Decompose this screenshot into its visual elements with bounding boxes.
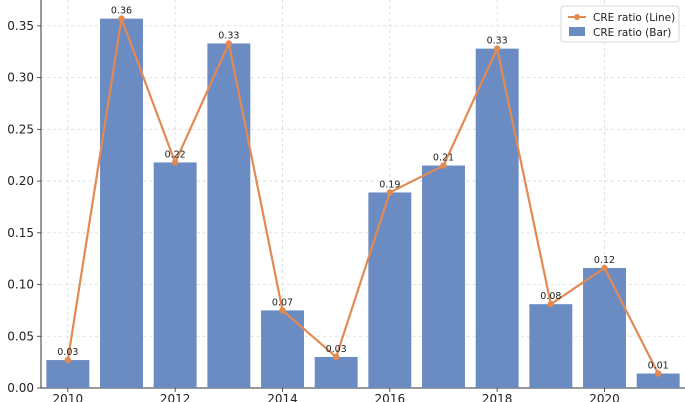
bar	[636, 373, 680, 388]
data-label: 0.08	[540, 291, 561, 302]
line-point	[64, 356, 72, 364]
line-point	[171, 159, 179, 166]
data-label: 0.33	[487, 36, 508, 47]
y-tick-label: 0.25	[7, 122, 34, 136]
axes	[37, 0, 685, 392]
data-label: 0.07	[272, 297, 293, 308]
bar	[100, 18, 143, 389]
bar	[314, 356, 358, 388]
data-label: 0.03	[57, 347, 78, 358]
line-series	[64, 15, 662, 377]
series-line	[66, 17, 660, 375]
bar-series	[46, 18, 680, 389]
data-label: 0.33	[218, 30, 239, 41]
bar	[529, 304, 573, 388]
bar	[46, 360, 90, 388]
line-point	[547, 300, 555, 308]
data-label: 0.12	[594, 255, 615, 266]
x-tick-label: 2018	[482, 392, 513, 402]
data-labels: 0.03 0.36 0.22 0.33 0.07 0.03 0.19 0.21 0.33 0.08…	[57, 6, 668, 372]
bar	[207, 43, 251, 389]
x-tick-label: 2010	[53, 392, 84, 402]
y-tick-label: 0.00	[7, 381, 34, 395]
x-tick-label: 2020	[589, 392, 620, 402]
legend-line-marker	[574, 14, 580, 20]
data-label: 0.21	[433, 153, 454, 164]
y-tick-label: 0.05	[7, 329, 34, 343]
x-tick-label: 2012	[160, 392, 191, 402]
data-label: 0.22	[165, 149, 186, 160]
line-point	[118, 15, 125, 22]
data-label: 0.19	[379, 179, 400, 190]
bar	[422, 165, 465, 388]
line-point	[654, 370, 662, 377]
y-tick-label: 0.10	[7, 278, 34, 292]
legend-box	[560, 5, 680, 43]
legend-bar-swatch	[569, 27, 585, 36]
line-point	[225, 40, 233, 47]
x-tick-label: 2016	[375, 392, 406, 402]
line-point	[386, 189, 394, 196]
y-tick-label: 0.35	[7, 19, 34, 33]
bar	[153, 162, 197, 388]
data-label: 0.03	[326, 344, 347, 355]
legend-label: CRE ratio (Line)	[593, 12, 675, 24]
tick-labels: 0.00 0.05 0.10 0.15 0.20 0.25 0.30 0.35 2010 2012…	[7, 19, 619, 402]
bar	[368, 192, 412, 388]
bar	[475, 48, 519, 388]
line-point	[440, 162, 447, 169]
data-label: 0.36	[111, 6, 132, 17]
line-point	[493, 45, 501, 52]
legend-label: CRE ratio (Bar)	[593, 27, 671, 39]
legend: CRE ratio (Line) CRE ratio (Bar)	[560, 5, 680, 43]
line-point	[332, 353, 340, 361]
bar	[583, 267, 626, 388]
y-tick-label: 0.30	[7, 71, 34, 85]
y-tick-label: 0.20	[7, 174, 34, 188]
y-tick-label: 0.15	[7, 226, 34, 240]
data-label: 0.01	[648, 361, 669, 372]
x-tick-label: 2014	[267, 392, 298, 402]
line-point	[601, 264, 608, 272]
line-point	[279, 307, 286, 314]
